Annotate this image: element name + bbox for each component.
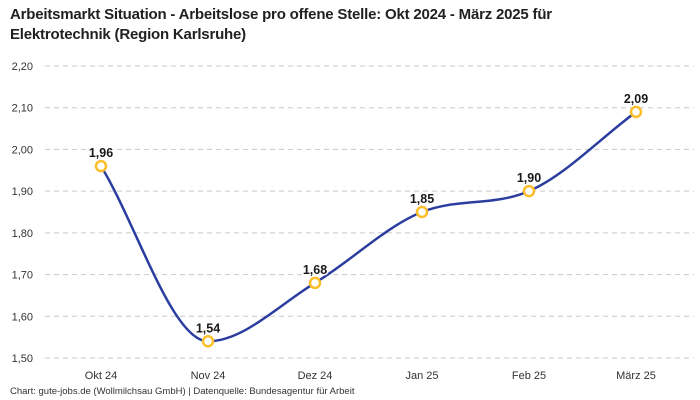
data-point-marker — [522, 184, 536, 198]
chart-footer: Chart: gute-jobs.de (Wollmilchsau GmbH) … — [10, 386, 355, 397]
data-point-label: 1,68 — [303, 263, 327, 277]
data-line — [99, 110, 638, 343]
chart-title-line1: Arbeitsmarkt Situation - Arbeitslose pro… — [10, 6, 552, 23]
y-axis-tick-label: 1,50 — [12, 353, 33, 365]
data-point-label: 1,54 — [196, 321, 220, 335]
y-axis-tick-label: 2,10 — [12, 103, 33, 115]
data-point-marker — [415, 205, 429, 219]
x-axis-tick-label: Okt 24 — [85, 370, 117, 382]
data-point-label: 2,09 — [624, 92, 648, 106]
x-axis-tick-label: Jan 25 — [405, 370, 438, 382]
x-axis-tick-label: Dez 24 — [298, 370, 333, 382]
x-axis-tick-label: Feb 25 — [512, 370, 546, 382]
y-axis-tick-label: 1,90 — [12, 186, 33, 198]
chart-title-line2: Elektrotechnik (Region Karlsruhe) — [10, 26, 246, 43]
data-point-marker — [629, 105, 643, 119]
data-point-marker — [94, 159, 108, 173]
y-axis-tick-label: 1,80 — [12, 228, 33, 240]
data-point-marker — [201, 335, 215, 348]
data-point-label: 1,85 — [410, 192, 434, 206]
chart-title: Arbeitsmarkt Situation - Arbeitslose pro… — [10, 5, 552, 45]
y-axis-tick-label: 1,60 — [12, 311, 33, 323]
y-axis-tick-label: 2,00 — [12, 144, 33, 156]
data-point-label: 1,90 — [517, 171, 541, 185]
y-axis-tick-label: 1,70 — [12, 270, 33, 282]
data-point-label: 1,96 — [89, 146, 113, 160]
data-point-marker — [308, 276, 322, 290]
x-axis-tick-label: März 25 — [616, 370, 656, 382]
x-axis-tick-label: Nov 24 — [191, 370, 226, 382]
y-axis-tick-label: 2,20 — [12, 61, 33, 73]
